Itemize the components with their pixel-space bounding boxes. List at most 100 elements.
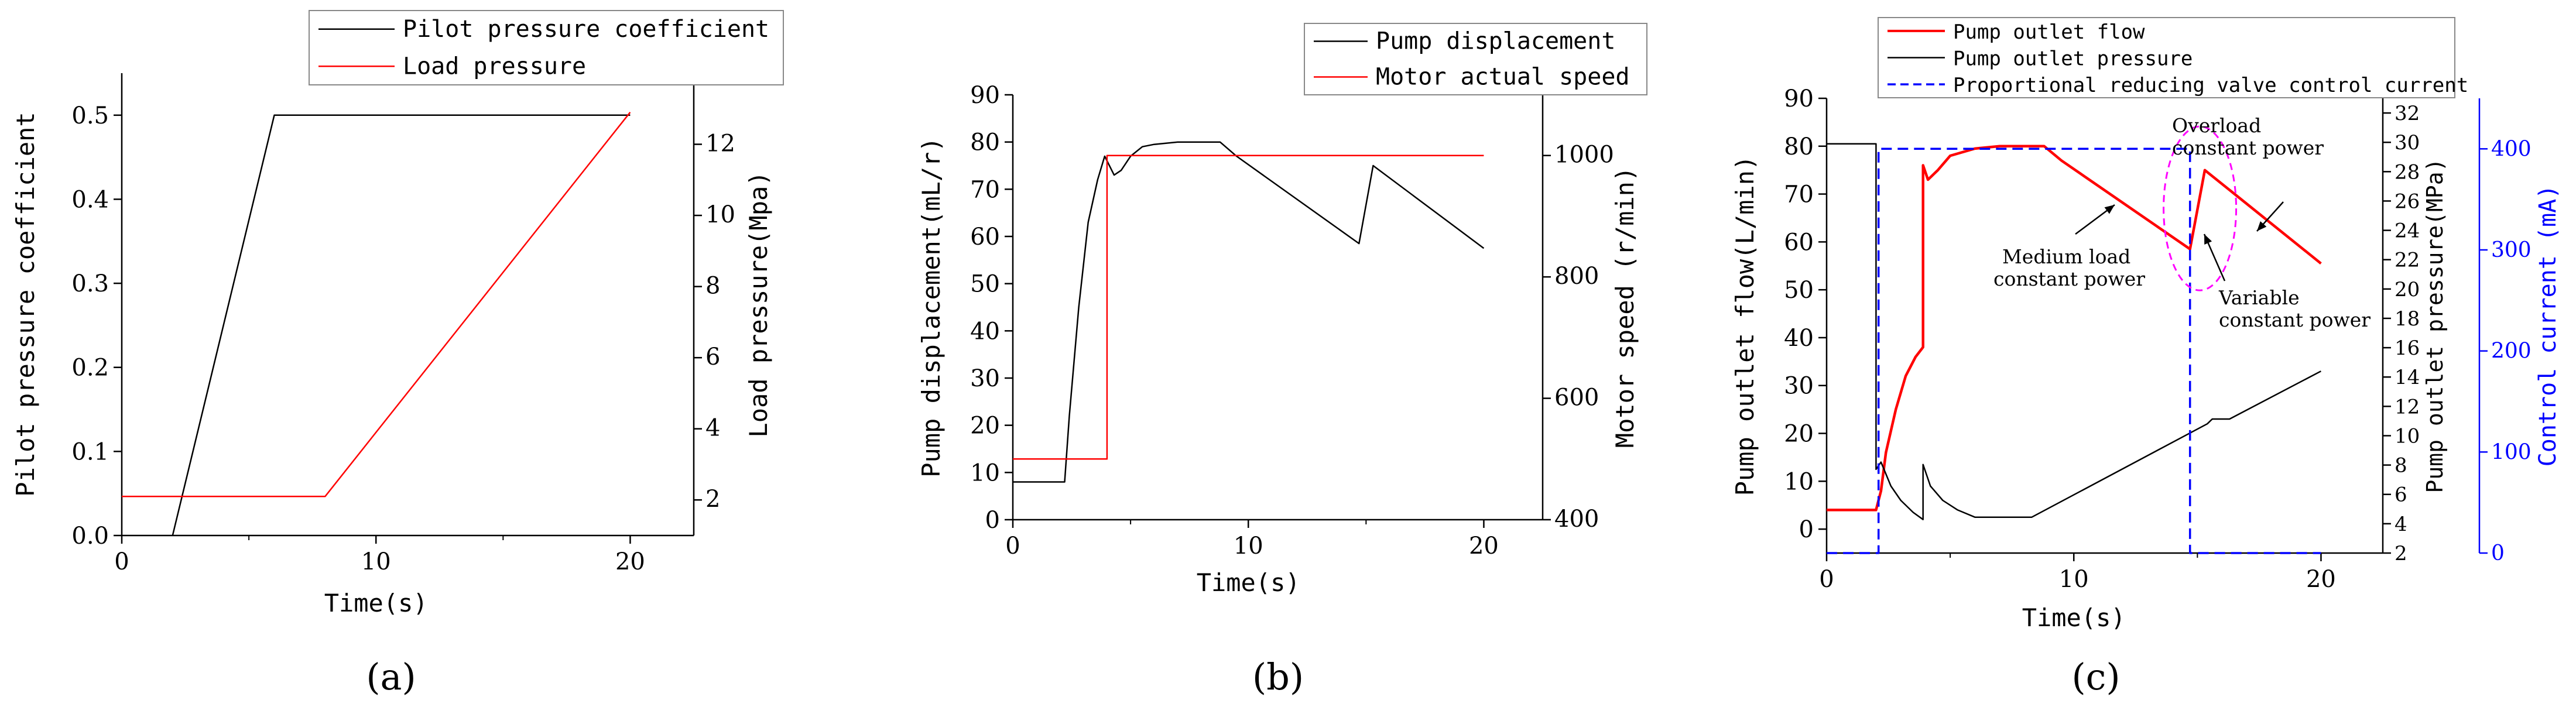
y-right-tick-label: 22 xyxy=(2395,249,2420,272)
series-line-pump-displacement xyxy=(1013,141,1485,483)
series-line-pilot-pressure-coefficient xyxy=(172,114,631,536)
legend-label: Pilot pressure coefficient xyxy=(403,16,769,43)
series-line-pump-outlet-flow xyxy=(1827,145,2322,512)
x-tick-label: 20 xyxy=(615,548,645,575)
y-left-tick-label: 0 xyxy=(985,507,1000,534)
y-left-tick-label: 0.5 xyxy=(71,102,109,129)
y-right-tick-label: 10 xyxy=(2395,424,2420,448)
y-right-tick-label: 16 xyxy=(2395,337,2420,360)
y-right-tick-label: 800 xyxy=(1554,263,1599,290)
y-right-tick-label: 2 xyxy=(705,486,720,513)
series-line-motor-actual-speed xyxy=(1013,155,1484,460)
chart-panel-a: 010200.00.10.20.30.40.52468101214Time(s)… xyxy=(11,10,784,698)
y-right-tick-label: 20 xyxy=(2395,278,2420,301)
y-left-tick-label: 80 xyxy=(1784,133,1814,160)
annotation-overload-line1: Overload xyxy=(2172,114,2261,137)
y-right2-tick-label: 400 xyxy=(2491,137,2532,161)
annotation-overload-arrow-head xyxy=(2257,221,2267,231)
y-left-tick-label: 0.3 xyxy=(71,270,109,297)
y-left-tick-label: 60 xyxy=(970,224,1000,250)
annotation-variable-arrow-head xyxy=(2204,234,2212,245)
panel-label: (c) xyxy=(2071,655,2120,698)
y-left-axis-label: Pump displacement(mL/r) xyxy=(917,137,946,478)
x-tick-label: 0 xyxy=(1819,566,1834,593)
y-right-axis-label: Load pressure(Mpa) xyxy=(744,171,773,437)
y-left-tick-label: 20 xyxy=(970,413,1000,440)
legend-box xyxy=(1304,23,1647,95)
y-right-axis-label: Pump outlet pressure(MPa) xyxy=(2422,159,2448,493)
series-line-pump-outlet-pressure xyxy=(1827,143,2321,520)
legend-label: Proportional reducing valve control curr… xyxy=(1953,74,2468,97)
y-left-tick-label: 30 xyxy=(1784,373,1814,400)
panel-label: (b) xyxy=(1252,655,1304,698)
x-axis-label: Time(s) xyxy=(324,589,428,617)
y-right-tick-label: 10 xyxy=(705,201,735,228)
x-tick-label: 0 xyxy=(1005,533,1020,559)
y-left-tick-label: 0 xyxy=(1799,516,1814,543)
chart-panel-b: 0 10 20 0 10 20 30 40 50 60 70 80 90 400 600 800 1000 Tim… xyxy=(917,23,1647,698)
y-right-tick-label: 30 xyxy=(2395,131,2420,155)
legend-label: Pump outlet pressure xyxy=(1953,47,2193,71)
x-axis-label: Time(s) xyxy=(2022,603,2126,632)
y-right-tick-label: 28 xyxy=(2395,160,2420,184)
y-left-tick-label: 70 xyxy=(970,176,1000,203)
legend-label: Pump outlet flow xyxy=(1953,20,2145,44)
y-right-tick-label: 32 xyxy=(2395,102,2420,125)
y-left-tick-label: 80 xyxy=(970,129,1000,156)
y-right-tick-label: 14 xyxy=(2395,366,2420,389)
y-right-tick-label: 2 xyxy=(2395,542,2407,565)
y-left-tick-label: 40 xyxy=(970,318,1000,345)
y-right2-tick-label: 100 xyxy=(2491,440,2532,464)
x-tick-label: 10 xyxy=(2059,566,2089,593)
legend-box xyxy=(309,10,784,85)
chart-panel-c: 0 10 2001020304050607080902468101214161820… xyxy=(1731,17,2561,698)
annotation-variable-line1: Variable xyxy=(2218,286,2300,309)
x-tick-label: 10 xyxy=(361,548,391,575)
y-left-tick-label: 50 xyxy=(1784,277,1814,304)
y-right-axis-label: Motor speed (r/min) xyxy=(1611,167,1639,448)
x-tick-label: 10 xyxy=(1234,533,1263,559)
y-right2-tick-label: 300 xyxy=(2491,238,2532,262)
y-left-tick-label: 40 xyxy=(1784,325,1814,352)
y-right-tick-label: 24 xyxy=(2395,219,2420,243)
y-right-tick-label: 400 xyxy=(1554,506,1599,533)
y-right2-axis-label: Control current (mA) xyxy=(2534,185,2561,467)
series-line-proportional-reducing-valve-control-current xyxy=(1827,147,2321,554)
legend-label: Motor actual speed xyxy=(1376,64,1629,91)
x-tick-label: 20 xyxy=(1469,533,1499,559)
annotation-variable-line2: constant power xyxy=(2219,308,2371,331)
annotation-medium-line2: constant power xyxy=(1993,267,2145,290)
legend-label: Load pressure xyxy=(403,53,586,80)
y-right-tick-label: 600 xyxy=(1554,385,1599,411)
y-left-tick-label: 30 xyxy=(970,365,1000,392)
series-line-load-pressure xyxy=(122,112,631,497)
y-right2-tick-label: 0 xyxy=(2491,541,2505,565)
highlight-ellipse xyxy=(2163,125,2238,291)
legend-box xyxy=(1878,17,2455,98)
y-right-tick-label: 4 xyxy=(705,415,720,442)
y-left-tick-label: 0.4 xyxy=(71,186,109,213)
annotation-overload-line2: constant power xyxy=(2172,136,2324,159)
y-right-tick-label: 8 xyxy=(705,273,720,300)
y-left-tick-label: 0.2 xyxy=(71,355,109,382)
annotation-medium-arrow-head xyxy=(2104,205,2115,214)
y-left-tick-label: 70 xyxy=(1784,181,1814,208)
y-right-tick-label: 8 xyxy=(2395,454,2407,478)
y-right-tick-label: 18 xyxy=(2395,307,2420,331)
x-axis-label: Time(s) xyxy=(1197,568,1300,597)
y-left-axis-label: Pilot pressure coefficient xyxy=(11,112,40,496)
legend-label: Pump displacement xyxy=(1376,28,1615,55)
y-right-tick-label: 26 xyxy=(2395,190,2420,213)
y-left-tick-label: 90 xyxy=(1784,85,1814,112)
y-left-axis-label: Pump outlet flow(L/min) xyxy=(1731,156,1759,496)
panel-label: (a) xyxy=(366,655,416,698)
y-left-tick-label: 0.0 xyxy=(71,523,109,550)
y-left-tick-label: 90 xyxy=(970,82,1000,109)
y-right-tick-label: 6 xyxy=(705,344,720,370)
y-right-tick-label: 1000 xyxy=(1554,142,1614,169)
y-left-tick-label: 0.1 xyxy=(71,438,109,465)
y-left-tick-label: 10 xyxy=(970,459,1000,486)
x-tick-label: 0 xyxy=(114,548,129,575)
y-right-tick-label: 6 xyxy=(2395,483,2407,507)
